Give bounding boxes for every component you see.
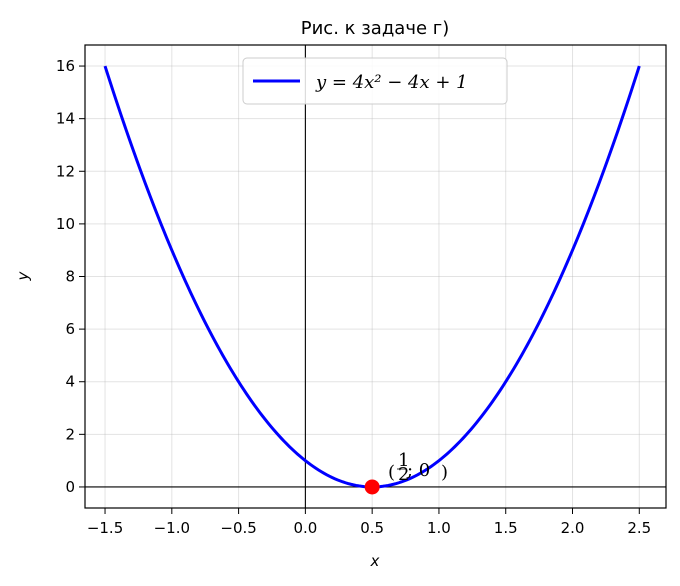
- legend-label: y = 4x² − 4x + 1: [315, 72, 468, 93]
- y-axis-label: y: [14, 270, 32, 281]
- y-tick-label: 16: [56, 57, 75, 75]
- vertex-annotation-rest: ; 0: [407, 460, 430, 481]
- y-tick-label: 0: [65, 478, 75, 496]
- y-tick-label: 14: [56, 110, 75, 128]
- vertex-annotation-close: ): [441, 462, 448, 483]
- vertex-annotation: ( 1 2 ; 0 ): [388, 450, 448, 485]
- legend: y = 4x² − 4x + 1: [242, 57, 508, 105]
- y-tick-label: 6: [65, 320, 75, 338]
- x-axis-label: x: [370, 552, 380, 570]
- vertex-point: [364, 479, 380, 495]
- x-tick-label: 1.0: [427, 519, 451, 537]
- y-tick-label: 10: [56, 215, 75, 233]
- x-tick-label: 2.0: [561, 519, 585, 537]
- vertex-annotation-numerator: 1: [398, 450, 409, 471]
- x-tick-label: 0.0: [293, 519, 317, 537]
- x-tick-label: −0.5: [220, 519, 256, 537]
- vertex-annotation-open: (: [388, 462, 395, 483]
- chart-title: Рис. к задаче г): [301, 18, 449, 39]
- legend-box: [242, 57, 508, 105]
- y-tick-label: 8: [65, 268, 75, 286]
- x-tick-label: 1.5: [494, 519, 518, 537]
- x-tick-label: −1.0: [154, 519, 190, 537]
- y-tick-label: 4: [65, 373, 75, 391]
- x-tick-label: −1.5: [87, 519, 123, 537]
- y-axis-ticks: 0 2 4 6 8 10 12 14 16: [56, 57, 85, 496]
- vertex-annotation-denominator: 2: [398, 464, 409, 485]
- points-layer: [364, 479, 380, 495]
- y-tick-label: 12: [56, 162, 75, 180]
- x-tick-label: 0.5: [360, 519, 384, 537]
- x-axis-ticks: −1.5 −1.0 −0.5 0.0 0.5 1.0 1.5 2.0 2.5: [87, 508, 651, 537]
- y-tick-label: 2: [65, 425, 75, 443]
- grid: [85, 45, 666, 508]
- x-tick-label: 2.5: [627, 519, 651, 537]
